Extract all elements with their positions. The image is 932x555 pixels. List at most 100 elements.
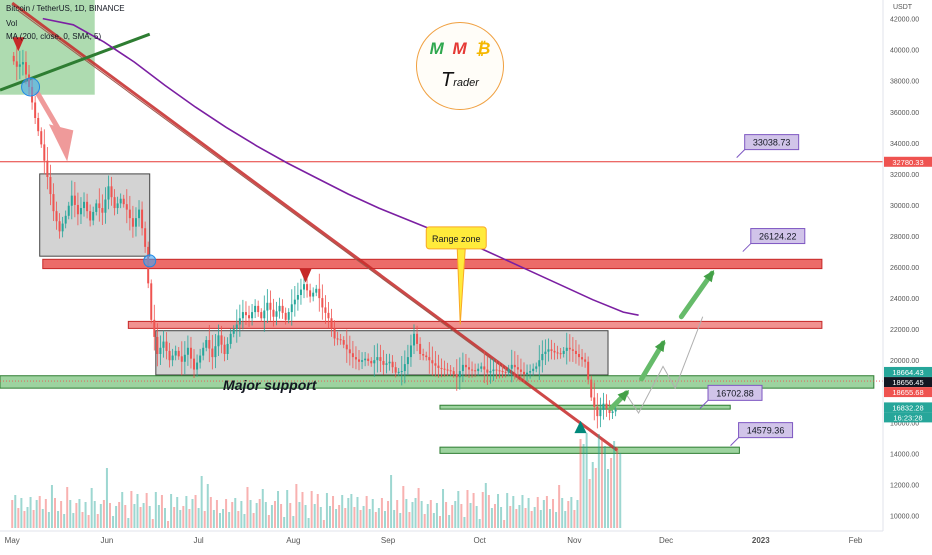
volume-bar <box>564 511 567 528</box>
candle-body <box>348 349 351 354</box>
volume-bar <box>350 494 353 528</box>
symbol-title[interactable]: Bitcoin / TetherUS, 1D, BINANCE <box>6 4 125 13</box>
down-arrow-shaft <box>34 90 64 135</box>
volume-bar <box>96 514 99 528</box>
buy-marker-icon <box>574 420 587 434</box>
candle-body <box>15 61 18 67</box>
volume-bar <box>295 484 298 528</box>
volume-bar <box>509 506 512 528</box>
candle-body <box>458 371 461 378</box>
logo-letter-m1: M <box>429 39 444 58</box>
volume-bar <box>170 494 173 528</box>
volume-bar <box>160 495 163 528</box>
candle-body <box>241 312 244 319</box>
volume-bar <box>493 504 496 528</box>
candle-body <box>101 208 104 213</box>
target-arrow-2-head <box>654 339 666 353</box>
volume-bar <box>307 518 310 528</box>
candle-body <box>379 357 382 361</box>
volume-bar <box>127 518 130 528</box>
candle-body <box>584 359 587 362</box>
volume-bar <box>442 489 445 528</box>
candle-body <box>303 284 306 290</box>
candle-body <box>422 354 425 356</box>
candle-body <box>67 205 70 216</box>
candle-body <box>495 369 498 371</box>
candle-body <box>257 305 260 313</box>
candle-body <box>455 374 458 378</box>
candle-body <box>565 347 568 351</box>
volume-bar <box>405 499 408 528</box>
candle-body <box>492 369 495 372</box>
volume-indicator-label[interactable]: Vol <box>6 19 18 28</box>
candle-body <box>373 360 376 364</box>
volume-bar <box>524 508 527 528</box>
candle-body <box>431 360 434 364</box>
candle-body <box>498 370 501 372</box>
candle-body <box>199 355 202 363</box>
volume-bar <box>518 505 521 528</box>
volume-bar <box>365 496 368 528</box>
candle-body <box>287 312 290 320</box>
volume-bar <box>390 475 393 528</box>
candle-body <box>156 336 159 354</box>
time-tick-label: May <box>5 536 20 545</box>
candle-body <box>131 218 134 227</box>
candle-body <box>330 318 333 329</box>
price-badge <box>884 412 932 423</box>
candle-body <box>547 349 550 352</box>
volume-bar <box>619 453 622 528</box>
candle-body <box>522 371 525 375</box>
candle-body <box>593 397 596 407</box>
price-tick-label: 28000.00 <box>890 234 919 241</box>
volume-bar <box>588 479 591 528</box>
candle-body <box>394 367 397 373</box>
volume-bar <box>362 506 365 528</box>
candle-body <box>452 371 455 375</box>
volume-bar <box>78 499 81 528</box>
target-price-box <box>707 384 763 401</box>
candle-body <box>196 362 199 370</box>
candle-body <box>318 288 321 299</box>
candle-body <box>174 350 177 356</box>
volume-bar <box>301 492 304 528</box>
candle-body <box>79 208 82 215</box>
candle-body <box>293 299 296 305</box>
candle-body <box>529 371 532 373</box>
support-zone-16700 <box>439 404 731 410</box>
candle-body <box>388 361 391 364</box>
volume-bar <box>304 505 307 528</box>
candle-body <box>189 347 192 359</box>
price-badge-label: 16832.28 <box>892 403 923 412</box>
candle-body <box>37 118 40 132</box>
candle-body <box>125 204 128 210</box>
volume-bar <box>579 439 582 528</box>
volume-bar <box>478 519 481 528</box>
volume-bar <box>145 493 148 528</box>
volume-bar <box>530 511 533 528</box>
volume-bar <box>594 468 597 528</box>
volume-bar <box>212 510 215 528</box>
volume-bar <box>463 517 466 528</box>
candle-body <box>345 344 348 350</box>
candle-body <box>223 344 226 354</box>
candle-body <box>400 371 403 373</box>
volume-bar <box>552 499 555 528</box>
candle-body <box>21 62 24 65</box>
moving-average-label[interactable]: MA (200, close, 0, SMA, 5) <box>6 32 102 41</box>
volume-bar <box>503 520 506 528</box>
volume-bar <box>81 512 84 528</box>
volume-bar <box>264 502 267 528</box>
volume-bar <box>344 508 347 528</box>
candle-body <box>193 358 196 370</box>
candle-body <box>403 364 406 372</box>
price-tick-label: 38000.00 <box>890 79 919 86</box>
volume-bar <box>215 500 218 528</box>
candle-body <box>208 340 211 349</box>
candle-body <box>34 102 37 118</box>
candle-body <box>449 370 452 372</box>
price-badge-label: 16:23:28 <box>893 413 922 422</box>
volume-bar <box>298 502 301 528</box>
volume-bar <box>408 512 411 528</box>
